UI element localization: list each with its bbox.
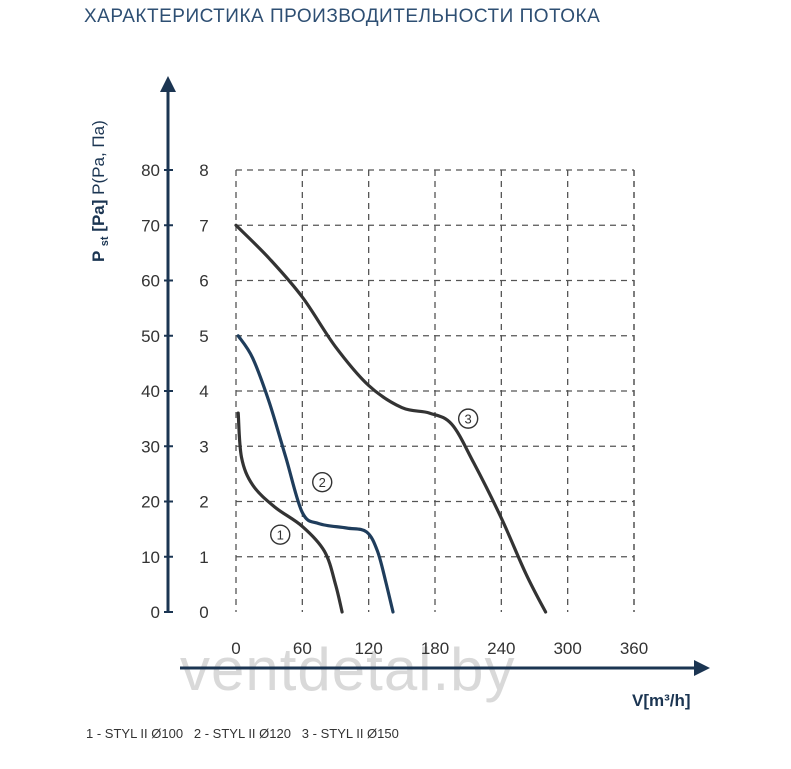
legend: 1 - STYL II Ø100 2 - STYL II Ø120 3 - ST… (86, 726, 399, 741)
y2-tick-label: 8 (199, 161, 208, 180)
x-axis-label: V[m³/h] (632, 691, 691, 710)
y-tick-label: 0 (151, 603, 160, 622)
x-tick-label: 120 (354, 639, 382, 658)
y-tick-label: 20 (141, 493, 160, 512)
curve-label-circle-1 (270, 524, 291, 545)
y-tick-label: 10 (141, 548, 160, 567)
y-axis-arrow (160, 76, 176, 92)
curve-label-1: 1 (277, 528, 284, 543)
y-axis-label: P st [Pa] P(Pa, Па) (89, 120, 112, 262)
curve-1 (236, 411, 344, 614)
y-tick-label: 70 (141, 216, 160, 235)
x-tick-label: 60 (293, 639, 312, 658)
x-axis-arrow (694, 660, 710, 676)
y-tick-label: 30 (141, 437, 160, 456)
x-tick-label: 300 (553, 639, 581, 658)
curve-label-circle-2 (312, 471, 333, 493)
y2-tick-label: 6 (199, 272, 208, 291)
y2-tick-label: 3 (199, 437, 208, 456)
y-tick-label: 40 (141, 382, 160, 401)
curve-label-2: 2 (319, 475, 326, 490)
curve-2 (236, 334, 395, 614)
y2-tick-label: 1 (199, 548, 208, 567)
y2-tick-label: 4 (199, 382, 208, 401)
y2-tick-label: 7 (199, 216, 208, 235)
curve-label-3: 3 (465, 412, 472, 427)
curves (234, 223, 548, 614)
curve-labels: 1 2 3 (270, 408, 479, 545)
x-tick-label: 0 (231, 639, 240, 658)
y-tick-label: 50 (141, 327, 160, 346)
x-ticks: 0 60 120 180 240 300 360 (231, 639, 648, 658)
y2-tick-label: 5 (199, 327, 208, 346)
x-tick-label: 360 (620, 639, 648, 658)
page-title: ХАРАКТЕРИСТИКА ПРОИЗВОДИТЕЛЬНОСТИ ПОТОКА (84, 6, 601, 27)
y-tick-label: 80 (141, 161, 160, 180)
y-tick-label: 60 (141, 272, 160, 291)
grid (235, 169, 635, 612)
y2-tick-label: 2 (199, 493, 208, 512)
curve-label-circle-3 (457, 408, 479, 429)
y-ticks-right: 0 1 2 3 4 5 6 7 8 (199, 161, 208, 622)
svg-text:P st [Pa] P(: P st [Pa] P(Pa, Па) (89, 120, 112, 262)
x-tick-label: 180 (421, 639, 449, 658)
y-ticks-left: 0 10 20 30 40 50 60 70 80 (141, 161, 173, 622)
curve-3 (234, 223, 548, 614)
y2-tick-label: 0 (199, 603, 208, 622)
x-tick-label: 240 (487, 639, 515, 658)
